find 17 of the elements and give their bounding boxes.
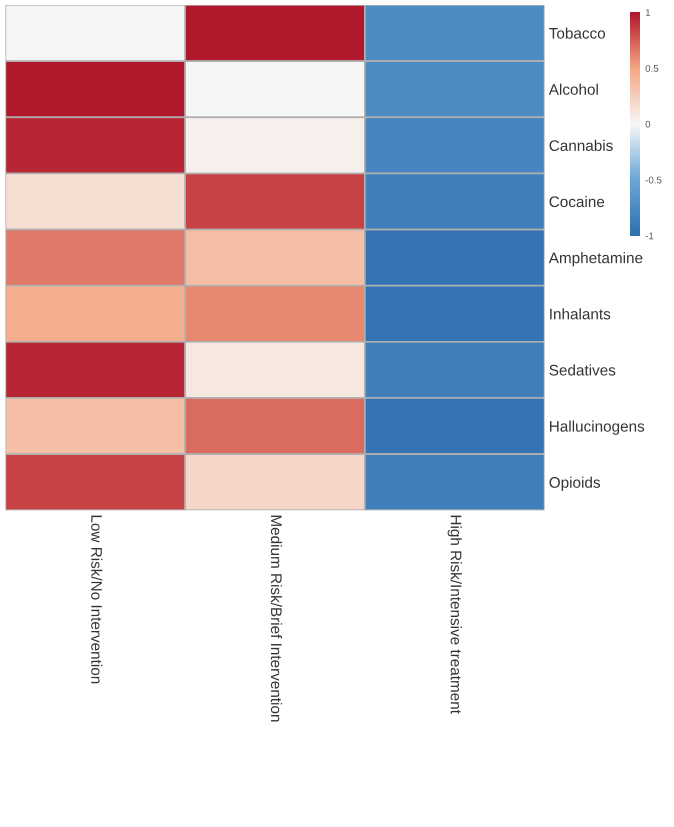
y-tick-label: Hallucinogens: [550, 420, 644, 435]
x-tick-label: Low Risk/No Intervention: [91, 516, 102, 684]
y-tick-label: Inhalants: [550, 308, 610, 320]
y-tick-label: Cannabis: [550, 140, 613, 152]
color-bar-label: -0.5: [646, 176, 662, 184]
color-bar-label: 1: [646, 9, 650, 16]
color-bar-label: -1: [646, 232, 654, 240]
y-tick-label: Tobacco: [549, 28, 606, 39]
color-bar-label: 0: [646, 120, 650, 128]
y-tick-label: Opioids: [549, 476, 600, 491]
x-tick-label: Medium Risk/Brief Intervention: [270, 516, 282, 722]
color-bar-label: 0.5: [646, 64, 658, 72]
y-tick-label: Alcohol: [548, 84, 598, 95]
y-tick-label: Sedatives: [549, 364, 616, 376]
y-tick-label: Cocaine: [550, 196, 604, 208]
y-tick-label: Amphetamine: [548, 252, 642, 266]
x-tick-label: High Risk/Intensive treatment: [448, 516, 462, 714]
